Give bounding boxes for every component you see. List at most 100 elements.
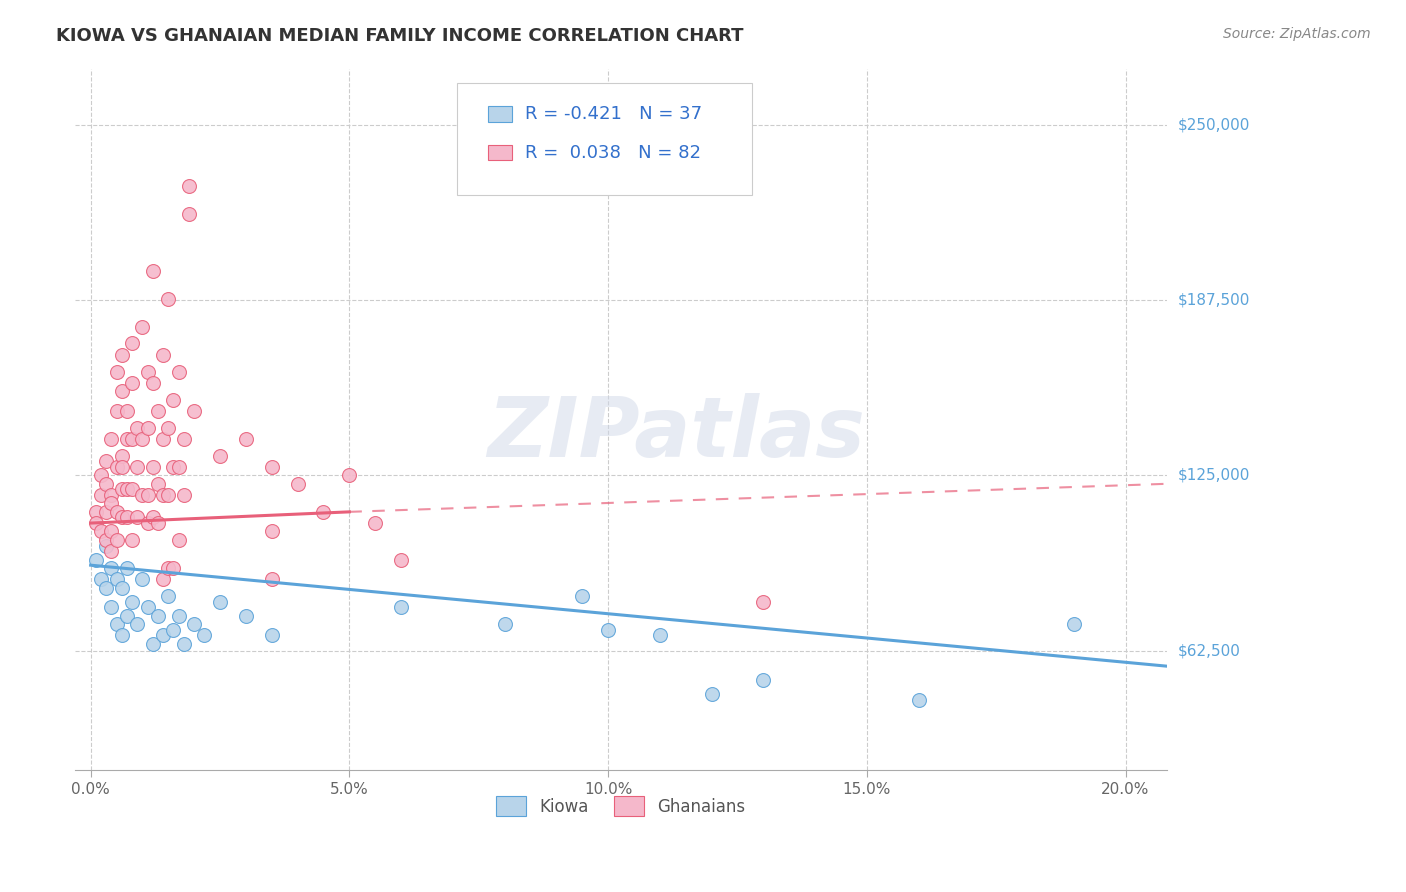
Point bbox=[167, 608, 190, 623]
Point bbox=[96, 454, 118, 468]
Point bbox=[105, 533, 128, 547]
Point bbox=[127, 510, 149, 524]
Point bbox=[84, 516, 107, 530]
Point bbox=[105, 505, 128, 519]
Point bbox=[105, 572, 128, 586]
Point bbox=[173, 432, 195, 446]
Point bbox=[127, 420, 149, 434]
Point bbox=[157, 488, 180, 502]
Point bbox=[193, 628, 215, 642]
Point bbox=[90, 572, 112, 586]
Point bbox=[157, 420, 180, 434]
Point bbox=[96, 581, 118, 595]
Point bbox=[142, 637, 165, 651]
Point bbox=[364, 516, 387, 530]
Point bbox=[90, 524, 112, 539]
Point bbox=[136, 420, 159, 434]
Point bbox=[100, 524, 122, 539]
Point bbox=[152, 628, 174, 642]
Point bbox=[96, 505, 118, 519]
Point bbox=[183, 404, 205, 418]
FancyBboxPatch shape bbox=[457, 83, 752, 194]
Point bbox=[121, 483, 143, 497]
Point bbox=[907, 693, 929, 707]
Text: R = -0.421   N = 37: R = -0.421 N = 37 bbox=[524, 105, 702, 123]
Point bbox=[96, 533, 118, 547]
Point bbox=[111, 581, 134, 595]
Point bbox=[105, 617, 128, 632]
Point bbox=[162, 392, 184, 407]
Point bbox=[177, 179, 200, 194]
Point bbox=[167, 459, 190, 474]
Point bbox=[115, 608, 138, 623]
Legend: Kiowa, Ghanaians: Kiowa, Ghanaians bbox=[488, 788, 754, 825]
Text: ZIPatlas: ZIPatlas bbox=[486, 392, 865, 474]
Point bbox=[131, 319, 153, 334]
Point bbox=[152, 432, 174, 446]
Point bbox=[100, 544, 122, 558]
Point bbox=[571, 589, 593, 603]
Point bbox=[494, 617, 516, 632]
Point bbox=[146, 476, 169, 491]
Point bbox=[235, 432, 257, 446]
Point bbox=[177, 207, 200, 221]
Point bbox=[131, 572, 153, 586]
Point bbox=[152, 348, 174, 362]
Point bbox=[111, 628, 134, 642]
Point bbox=[648, 628, 671, 642]
Point bbox=[142, 459, 165, 474]
Point bbox=[115, 561, 138, 575]
Point bbox=[111, 510, 134, 524]
Point bbox=[260, 459, 283, 474]
Point bbox=[260, 628, 283, 642]
Point bbox=[121, 432, 143, 446]
Point bbox=[136, 600, 159, 615]
FancyBboxPatch shape bbox=[488, 145, 512, 161]
Point bbox=[167, 365, 190, 379]
Point bbox=[260, 524, 283, 539]
Point bbox=[146, 404, 169, 418]
Point bbox=[208, 449, 231, 463]
Point bbox=[162, 561, 184, 575]
Point bbox=[142, 263, 165, 277]
Point bbox=[152, 488, 174, 502]
FancyBboxPatch shape bbox=[488, 106, 512, 122]
Point bbox=[136, 488, 159, 502]
Point bbox=[162, 623, 184, 637]
Point bbox=[235, 608, 257, 623]
Point bbox=[90, 488, 112, 502]
Text: Source: ZipAtlas.com: Source: ZipAtlas.com bbox=[1223, 27, 1371, 41]
Point bbox=[121, 594, 143, 608]
Point bbox=[287, 476, 309, 491]
Point bbox=[136, 365, 159, 379]
Point bbox=[162, 459, 184, 474]
Point bbox=[167, 533, 190, 547]
Point bbox=[115, 404, 138, 418]
Point bbox=[105, 365, 128, 379]
Point bbox=[337, 468, 360, 483]
Point bbox=[389, 600, 412, 615]
Point bbox=[752, 594, 775, 608]
Point bbox=[115, 483, 138, 497]
Point bbox=[183, 617, 205, 632]
Point bbox=[100, 496, 122, 510]
Point bbox=[146, 516, 169, 530]
Point bbox=[157, 561, 180, 575]
Point bbox=[84, 552, 107, 566]
Point bbox=[173, 637, 195, 651]
Point bbox=[96, 476, 118, 491]
Point bbox=[100, 600, 122, 615]
Point bbox=[389, 552, 412, 566]
Point bbox=[700, 687, 723, 701]
Point bbox=[208, 594, 231, 608]
Point bbox=[260, 572, 283, 586]
Point bbox=[1063, 617, 1085, 632]
Text: $62,500: $62,500 bbox=[1178, 643, 1241, 658]
Point bbox=[127, 459, 149, 474]
Point bbox=[121, 533, 143, 547]
Point bbox=[90, 468, 112, 483]
Point bbox=[100, 561, 122, 575]
Text: KIOWA VS GHANAIAN MEDIAN FAMILY INCOME CORRELATION CHART: KIOWA VS GHANAIAN MEDIAN FAMILY INCOME C… bbox=[56, 27, 744, 45]
Point bbox=[96, 539, 118, 553]
Point bbox=[312, 505, 335, 519]
